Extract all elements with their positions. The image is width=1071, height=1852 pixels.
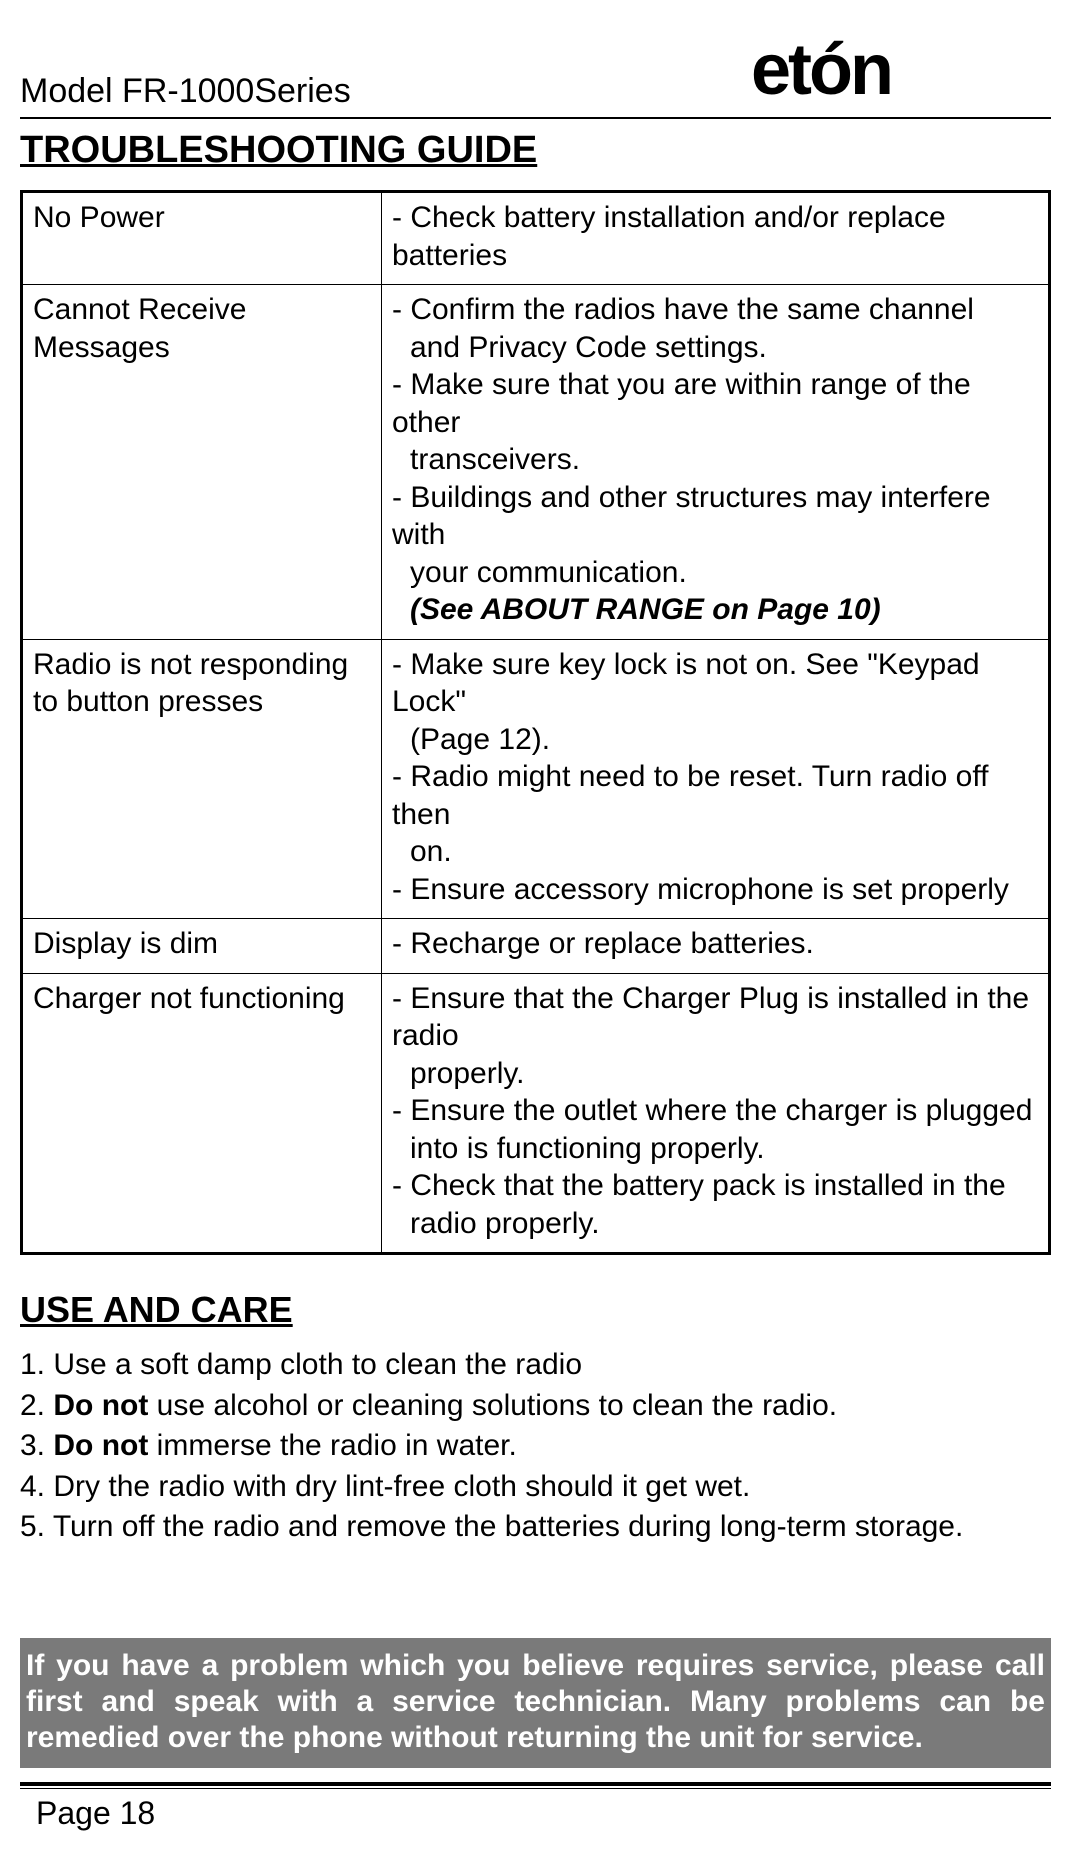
solution-line: - Make sure key lock is not on. See "Key…	[392, 646, 1038, 721]
care-item-number: 3.	[20, 1429, 45, 1462]
solution-line: - Check that the battery pack is install…	[392, 1167, 1038, 1205]
solution-line: into is functioning properly.	[392, 1130, 1038, 1168]
care-item-number: 2.	[20, 1389, 45, 1422]
solution-line: - Recharge or replace batteries.	[392, 925, 1038, 963]
table-row: Radio is not responding to button presse…	[22, 639, 1050, 919]
issue-cell: Cannot Receive Messages	[22, 285, 382, 640]
care-item-text: immerse the radio in water.	[148, 1429, 516, 1462]
care-item-text: use alcohol or cleaning solutions to cle…	[148, 1389, 837, 1422]
troubleshooting-table: No Power- Check battery installation and…	[20, 190, 1051, 1255]
care-item: 3. Do not immerse the radio in water.	[20, 1426, 1051, 1467]
use-and-care-title: USE AND CARE	[20, 1289, 1051, 1331]
solution-line: - Radio might need to be reset. Turn rad…	[392, 758, 1038, 833]
footer-rule	[20, 1782, 1051, 1789]
solution-line: - Make sure that you are within range of…	[392, 366, 1038, 441]
solution-line: - Confirm the radios have the same chann…	[392, 291, 1038, 329]
page-root: Model FR-1000Series etón TROUBLESHOOTING…	[0, 0, 1071, 1852]
table-row: Charger not functioning- Ensure that the…	[22, 973, 1050, 1254]
solution-cell: - Check battery installation and/or repl…	[382, 192, 1050, 285]
issue-cell: Display is dim	[22, 919, 382, 974]
issue-cell: Radio is not responding to button presse…	[22, 639, 382, 919]
care-item: 2. Do not use alcohol or cleaning soluti…	[20, 1386, 1051, 1427]
solution-line: properly.	[392, 1055, 1038, 1093]
service-notice: If you have a problem which you believe …	[20, 1638, 1051, 1768]
solution-line: - Buildings and other structures may int…	[392, 479, 1038, 554]
care-item-bold: Do not	[53, 1429, 148, 1462]
solution-line: (See ABOUT RANGE on Page 10)	[392, 591, 1038, 629]
care-item-number: 1.	[20, 1348, 45, 1381]
page-number: Page 18	[20, 1795, 1051, 1832]
care-item: 5. Turn off the radio and remove the bat…	[20, 1507, 1051, 1548]
solution-line: and Privacy Code settings.	[392, 329, 1038, 367]
solution-line: - Ensure the outlet where the charger is…	[392, 1092, 1038, 1130]
care-item-text: Use a soft damp cloth to clean the radio	[45, 1348, 582, 1381]
care-item: 1. Use a soft damp cloth to clean the ra…	[20, 1345, 1051, 1386]
care-item: 4. Dry the radio with dry lint-free clot…	[20, 1467, 1051, 1508]
solution-line: on.	[392, 833, 1038, 871]
issue-cell: No Power	[22, 192, 382, 285]
use-and-care-list: 1. Use a soft damp cloth to clean the ra…	[20, 1345, 1051, 1548]
care-item-number: 5.	[20, 1510, 45, 1543]
solution-line: - Ensure accessory microphone is set pro…	[392, 871, 1038, 909]
solution-cell: - Confirm the radios have the same chann…	[382, 285, 1050, 640]
troubleshooting-title: TROUBLESHOOTING GUIDE	[20, 129, 1051, 172]
solution-line: radio properly.	[392, 1205, 1038, 1243]
care-item-text: Dry the radio with dry lint-free cloth s…	[45, 1470, 750, 1503]
solution-cell: - Make sure key lock is not on. See "Key…	[382, 639, 1050, 919]
header: Model FR-1000Series etón	[20, 30, 1051, 119]
table-row: No Power- Check battery installation and…	[22, 192, 1050, 285]
care-item-text: Turn off the radio and remove the batter…	[45, 1510, 963, 1543]
table-row: Cannot Receive Messages - Confirm the rad…	[22, 285, 1050, 640]
solution-line: - Check battery installation and/or repl…	[392, 199, 1038, 274]
care-item-number: 4.	[20, 1470, 45, 1503]
solution-line: - Ensure that the Charger Plug is instal…	[392, 980, 1038, 1055]
model-label: Model FR-1000Series	[20, 72, 351, 117]
svg-text:etón: etón	[751, 30, 891, 110]
solution-line: (Page 12).	[392, 721, 1038, 759]
solution-cell: - Recharge or replace batteries.	[382, 919, 1050, 974]
solution-cell: - Ensure that the Charger Plug is instal…	[382, 973, 1050, 1254]
table-row: Display is dim - Recharge or replace batt…	[22, 919, 1050, 974]
solution-line: transceivers.	[392, 441, 1038, 479]
solution-line: your communication.	[392, 554, 1038, 592]
brand-logo: etón	[751, 30, 1051, 117]
issue-cell: Charger not functioning	[22, 973, 382, 1254]
care-item-bold: Do not	[53, 1389, 148, 1422]
